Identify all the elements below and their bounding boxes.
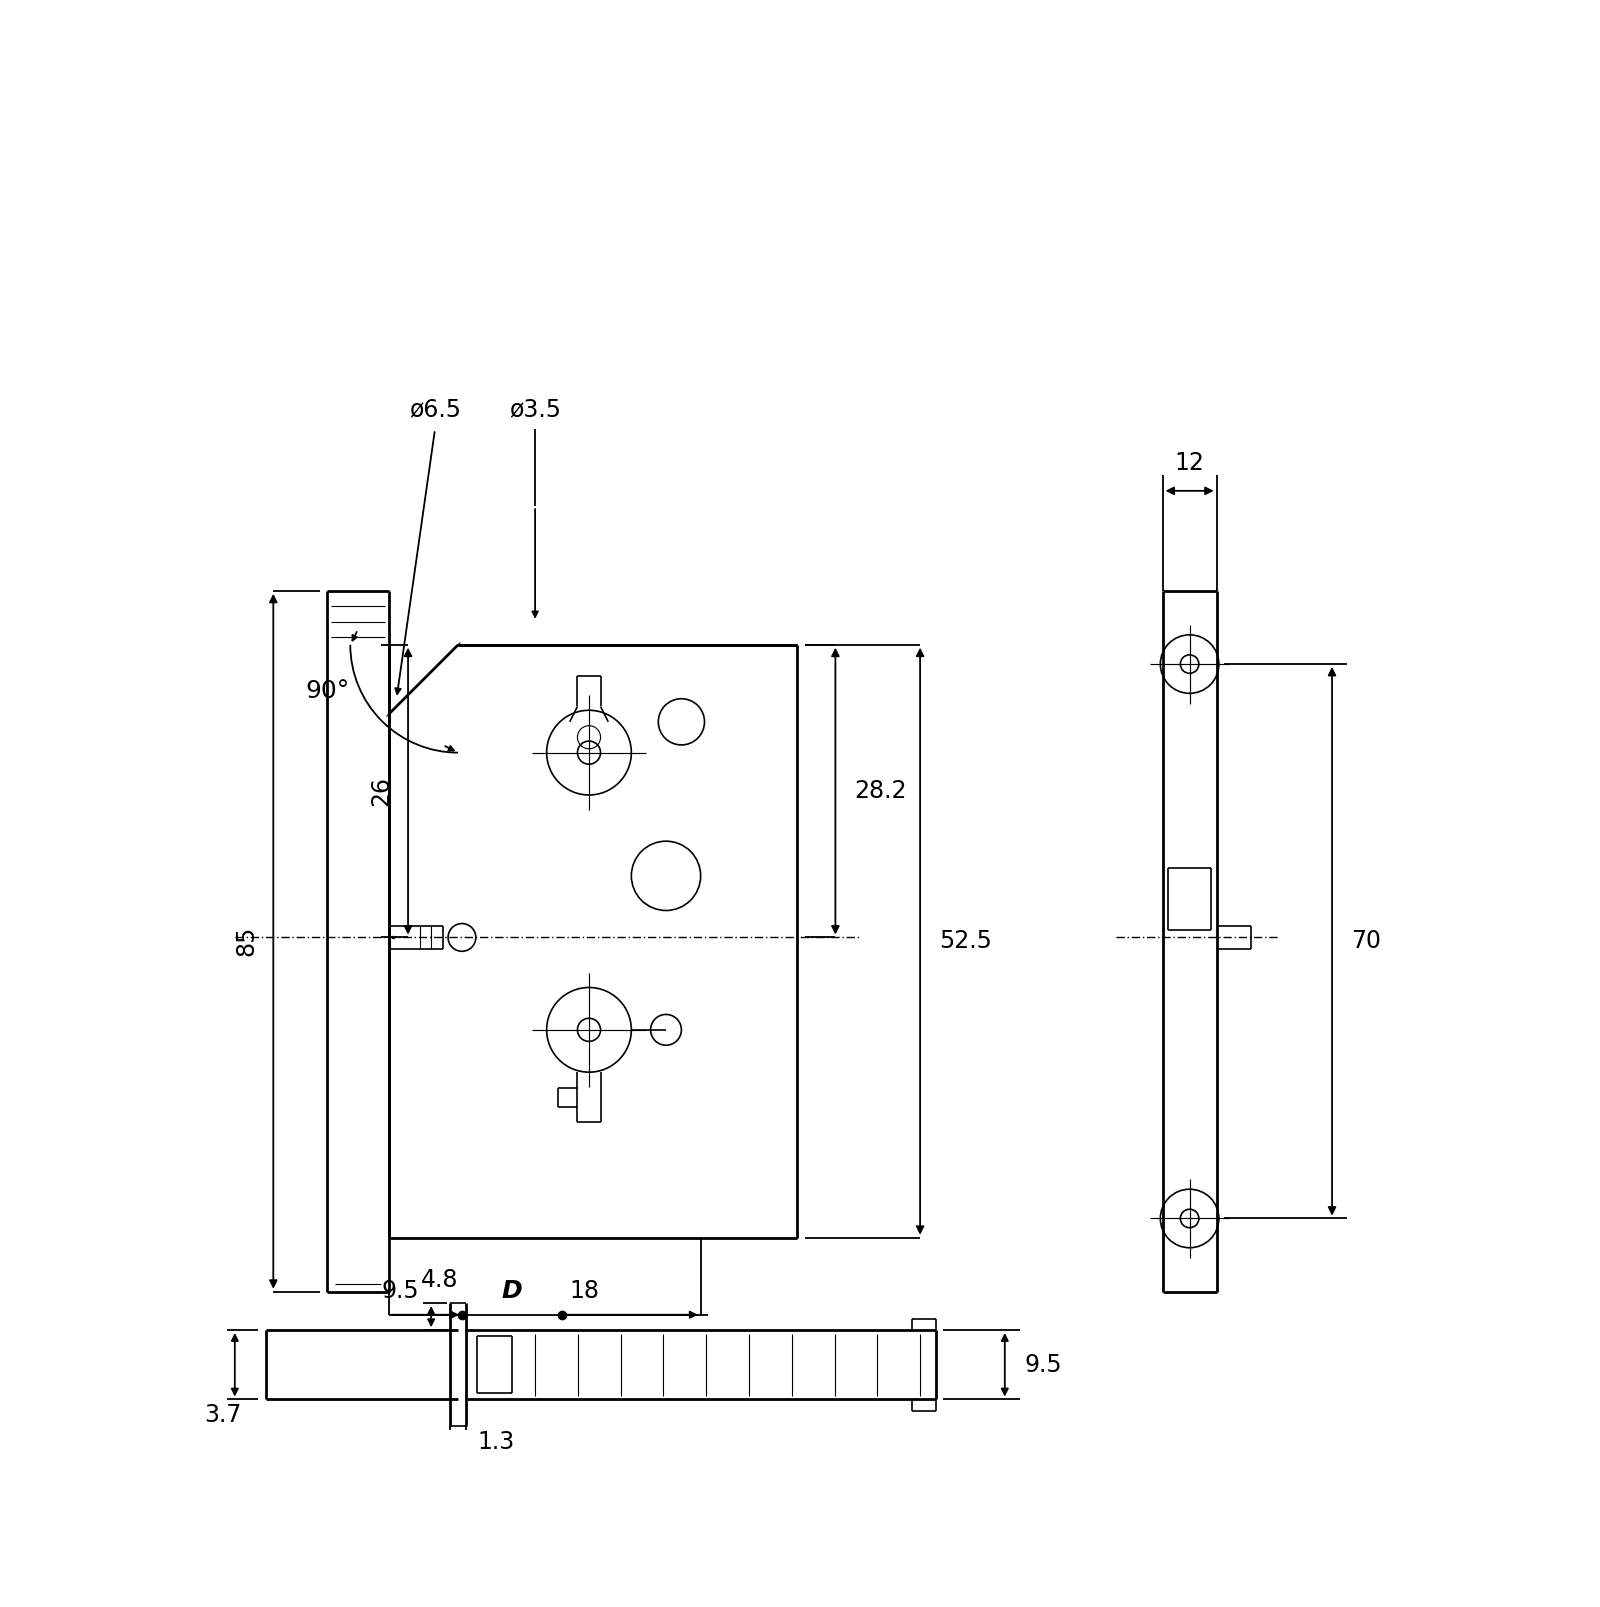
Text: 26: 26 [370, 776, 394, 807]
Text: D: D [502, 1279, 522, 1303]
Text: 85: 85 [234, 926, 258, 956]
Text: 12: 12 [1174, 452, 1205, 476]
Text: 1.3: 1.3 [477, 1430, 515, 1454]
Text: ø3.5: ø3.5 [509, 397, 562, 421]
Text: 18: 18 [570, 1279, 600, 1303]
Text: 52.5: 52.5 [939, 929, 992, 953]
Text: 28.2: 28.2 [854, 779, 907, 804]
Text: 9.5: 9.5 [381, 1279, 419, 1303]
Text: 3.7: 3.7 [205, 1403, 242, 1427]
Text: 70: 70 [1352, 929, 1381, 953]
Text: 90°: 90° [306, 680, 349, 702]
Text: 4.8: 4.8 [421, 1268, 458, 1292]
Text: ø6.5: ø6.5 [410, 397, 461, 421]
Text: 9.5: 9.5 [1024, 1353, 1062, 1377]
